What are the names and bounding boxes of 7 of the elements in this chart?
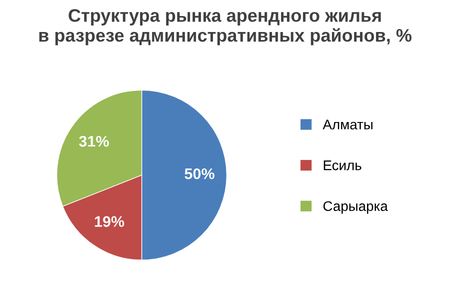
chart-title: Структура рынка арендного жилья в разрезе административных районов, % [39,9,412,46]
data-label: 31% [79,136,109,147]
data-label: 19% [94,216,124,227]
legend-label: Алматы [322,120,372,130]
legend-label: Сарыарка [323,201,388,214]
legend-label: Есиль [324,160,362,170]
data-label: 50% [184,168,214,180]
